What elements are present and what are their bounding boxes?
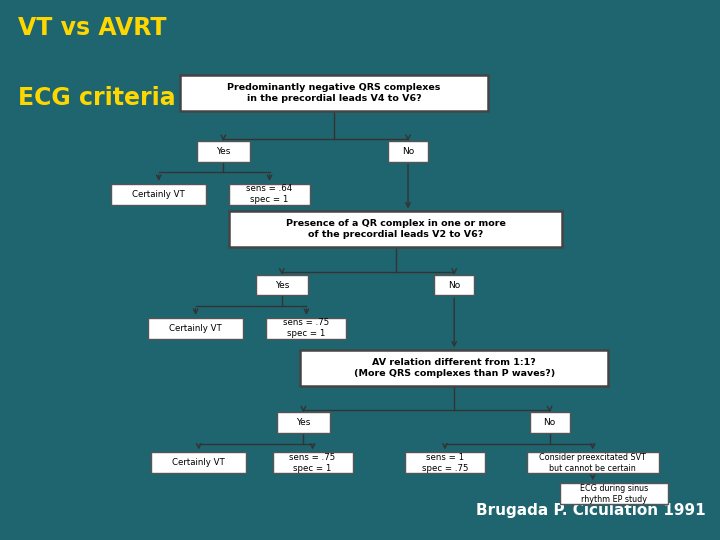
Bar — [256, 275, 308, 295]
Text: Certainly VT: Certainly VT — [132, 190, 185, 199]
Bar — [405, 453, 485, 473]
Text: No: No — [448, 281, 460, 289]
Text: Consider preexcitated SVT
but cannot be certain: Consider preexcitated SVT but cannot be … — [539, 453, 646, 473]
Bar — [277, 413, 330, 433]
Text: AV relation different from 1:1?
(More QRS complexes than P waves?): AV relation different from 1:1? (More QR… — [354, 358, 555, 379]
Text: ECG during sinus
rhythm EP study: ECG during sinus rhythm EP study — [580, 483, 649, 504]
Text: sens = 1
spec = .75: sens = 1 spec = .75 — [422, 453, 468, 473]
Text: Yes: Yes — [296, 418, 310, 427]
Text: Yes: Yes — [216, 147, 230, 156]
Text: sens = .64
spec = 1: sens = .64 spec = 1 — [246, 184, 292, 204]
Bar — [273, 453, 353, 473]
Bar — [148, 318, 243, 339]
Bar — [197, 141, 250, 162]
Bar — [230, 211, 562, 247]
Bar — [180, 75, 488, 111]
Text: sens = .75
spec = 1: sens = .75 spec = 1 — [284, 318, 330, 339]
Bar — [388, 141, 428, 162]
Bar — [230, 184, 310, 205]
Bar — [434, 275, 474, 295]
Bar — [530, 413, 570, 433]
Bar — [266, 318, 346, 339]
Text: Yes: Yes — [274, 281, 289, 289]
Text: Certainly VT: Certainly VT — [169, 324, 222, 333]
Bar — [111, 184, 207, 205]
Bar — [560, 483, 668, 504]
Text: Brugada P. Ciculation 1991: Brugada P. Ciculation 1991 — [476, 503, 706, 518]
Bar — [151, 453, 246, 473]
Text: Certainly VT: Certainly VT — [172, 458, 225, 467]
Text: No: No — [544, 418, 556, 427]
Bar — [526, 453, 659, 473]
Text: Predominantly negative QRS complexes
in the precordial leads V4 to V6?: Predominantly negative QRS complexes in … — [228, 83, 441, 103]
Text: Presence of a QR complex in one or more
of the precordial leads V2 to V6?: Presence of a QR complex in one or more … — [286, 219, 505, 239]
Text: sens = .75
spec = 1: sens = .75 spec = 1 — [289, 453, 336, 473]
Text: No: No — [402, 147, 414, 156]
Text: ECG criteria: ECG criteria — [18, 86, 176, 110]
Bar — [300, 350, 608, 386]
Text: VT vs AVRT: VT vs AVRT — [18, 16, 166, 40]
